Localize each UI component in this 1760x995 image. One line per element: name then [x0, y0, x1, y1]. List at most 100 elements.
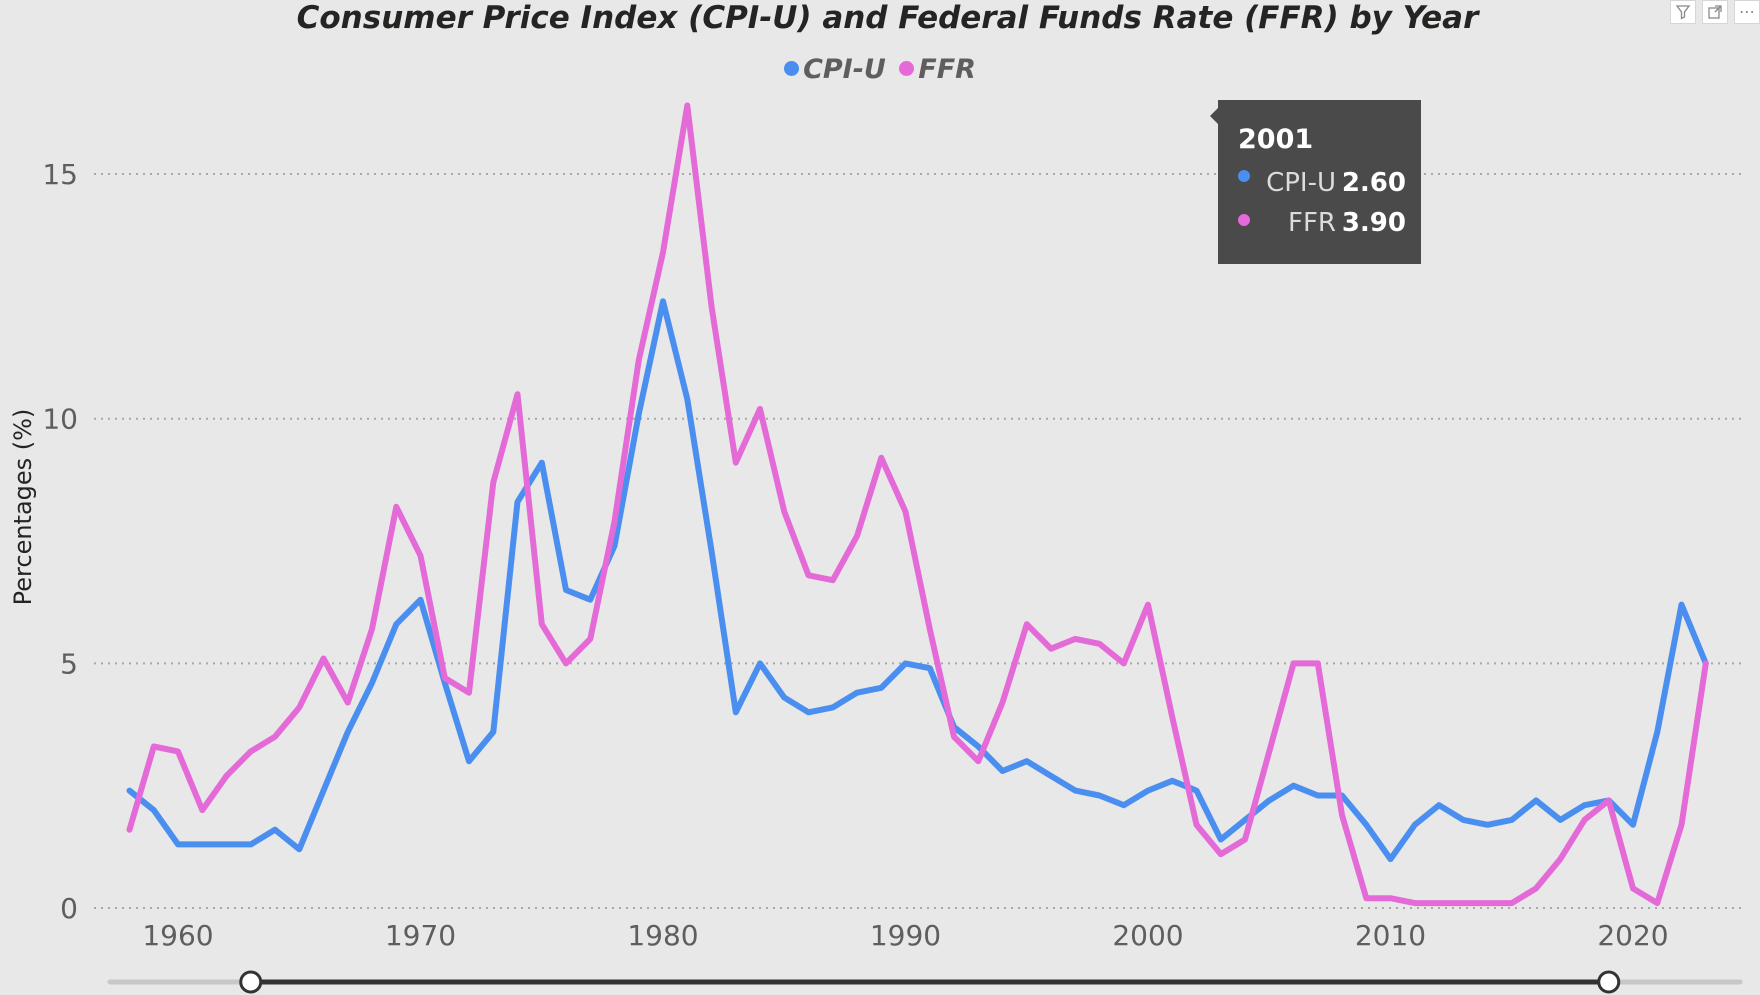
x-tick-label-2020: 2020	[1597, 919, 1668, 952]
data-point-cpi-u-1976	[563, 587, 569, 593]
data-point-ffr-2002	[1194, 822, 1200, 828]
data-point-ffr-2004	[1242, 836, 1248, 842]
data-point-ffr-1986	[806, 572, 812, 578]
y-tick-label-15: 15	[42, 158, 78, 191]
data-point-ffr-2000	[1145, 602, 1151, 608]
data-point-ffr-1961	[199, 807, 205, 813]
zoom-slider-start-handle[interactable]	[239, 970, 263, 994]
zoom-slider-end-handle[interactable]	[1597, 970, 1621, 994]
x-tick-label-1980: 1980	[627, 919, 698, 952]
data-point-cpi-u-1969	[393, 621, 399, 627]
data-point-ffr-1996	[1048, 646, 1054, 652]
chart-title: Consumer Price Index (CPI-U) and Federal…	[296, 0, 1479, 36]
data-point-ffr-1964	[272, 734, 278, 740]
data-point-ffr-2006	[1291, 660, 1297, 666]
data-point-cpi-u-2009	[1363, 822, 1369, 828]
legend-item-ffr[interactable]: FFR	[899, 52, 976, 88]
tooltip-series-value: 2.60	[1341, 168, 1406, 198]
data-point-cpi-u-2013	[1460, 817, 1466, 823]
data-point-cpi-u-2012	[1436, 802, 1442, 808]
data-point-cpi-u-1982	[709, 548, 715, 554]
data-point-cpi-u-2020	[1630, 822, 1636, 828]
data-point-cpi-u-2018	[1582, 802, 1588, 808]
data-point-cpi-u-1958	[127, 788, 133, 794]
data-point-ffr-1962	[224, 773, 230, 779]
data-point-ffr-1959	[151, 744, 157, 750]
data-point-ffr-1999	[1121, 660, 1127, 666]
data-point-ffr-1983	[733, 460, 739, 466]
data-point-ffr-2011	[1412, 900, 1418, 906]
data-point-cpi-u-1991	[927, 665, 933, 671]
data-point-ffr-1998	[1097, 641, 1103, 647]
data-point-ffr-2010	[1388, 895, 1394, 901]
data-point-cpi-u-2011	[1412, 822, 1418, 828]
data-point-ffr-1974	[515, 391, 521, 397]
data-point-ffr-1970	[418, 553, 424, 559]
data-point-ffr-1965	[296, 704, 302, 710]
tooltip-marker-ffr	[1238, 214, 1250, 226]
data-point-cpi-u-1997	[1072, 788, 1078, 794]
data-point-cpi-u-2021	[1654, 729, 1660, 735]
visual-header: ⋯	[1670, 0, 1760, 24]
data-point-cpi-u-1985	[781, 695, 787, 701]
data-point-cpi-u-1989	[878, 685, 884, 691]
x-tick-label-1960: 1960	[142, 919, 213, 952]
data-point-ffr-2014	[1485, 900, 1491, 906]
data-point-cpi-u-1988	[854, 690, 860, 696]
tooltip-marker-cpi-u	[1238, 170, 1250, 182]
data-point-ffr-2013	[1460, 900, 1466, 906]
data-point-ffr-1958	[127, 827, 133, 833]
data-point-cpi-u-1996	[1048, 773, 1054, 779]
data-point-cpi-u-2010	[1388, 856, 1394, 862]
data-point-ffr-1994	[1000, 699, 1006, 705]
filter-icon[interactable]	[1670, 0, 1696, 24]
data-point-cpi-u-1968	[369, 680, 375, 686]
data-point-cpi-u-2015	[1509, 817, 1515, 823]
y-tick-label-0: 0	[60, 892, 78, 925]
more-options-icon[interactable]: ⋯	[1734, 0, 1760, 24]
tooltip-series-value: 3.90	[1341, 208, 1406, 238]
data-point-ffr-2001	[1169, 714, 1175, 720]
data-point-cpi-u-1970	[418, 597, 424, 603]
focus-mode-icon[interactable]	[1702, 0, 1728, 24]
legend-marker-ffr	[899, 61, 915, 76]
data-point-cpi-u-2017	[1557, 817, 1563, 823]
data-point-ffr-1989	[878, 455, 884, 461]
data-point-cpi-u-2022	[1679, 602, 1685, 608]
series-line-cpi-u	[126, 298, 1709, 863]
data-point-ffr-1980	[660, 249, 666, 255]
tooltip-year: 2001	[1238, 124, 1314, 155]
data-point-ffr-1960	[175, 748, 181, 754]
data-point-cpi-u-1980	[660, 298, 666, 304]
legend-label-ffr: FFR	[918, 54, 976, 85]
data-point-cpi-u-1979	[636, 411, 642, 417]
series-line-ffr	[126, 102, 1709, 907]
data-point-cpi-u-2007	[1315, 792, 1321, 798]
data-point-cpi-u-1995	[1024, 758, 1030, 764]
tooltip-series-name: FFR	[1288, 208, 1336, 238]
data-point-cpi-u-1961	[199, 841, 205, 847]
data-point-cpi-u-1964	[272, 827, 278, 833]
tooltip: 2001 CPI-U 2.60 FFR 3.90	[1210, 100, 1421, 264]
data-point-cpi-u-1960	[175, 841, 181, 847]
tooltip-row-cpi-u: CPI-U 2.60	[1238, 166, 1406, 200]
data-point-cpi-u-1981	[684, 396, 690, 402]
data-point-cpi-u-1998	[1097, 792, 1103, 798]
data-point-cpi-u-2003	[1218, 836, 1224, 842]
legend-item-cpi-u[interactable]: CPI-U	[784, 52, 886, 88]
data-point-cpi-u-1959	[151, 807, 157, 813]
data-point-cpi-u-2001	[1169, 778, 1175, 784]
data-point-cpi-u-1965	[296, 846, 302, 852]
tooltip-series-name: CPI-U	[1266, 168, 1336, 198]
data-point-ffr-1975	[539, 621, 545, 627]
data-point-cpi-u-2000	[1145, 788, 1151, 794]
data-point-cpi-u-1994	[1000, 768, 1006, 774]
data-point-ffr-1972	[466, 690, 472, 696]
data-point-cpi-u-1974	[515, 499, 521, 505]
data-point-ffr-1973	[490, 479, 496, 485]
data-point-cpi-u-1986	[806, 709, 812, 715]
data-point-ffr-1982	[709, 303, 715, 309]
y-tick-label-5: 5	[60, 647, 78, 680]
